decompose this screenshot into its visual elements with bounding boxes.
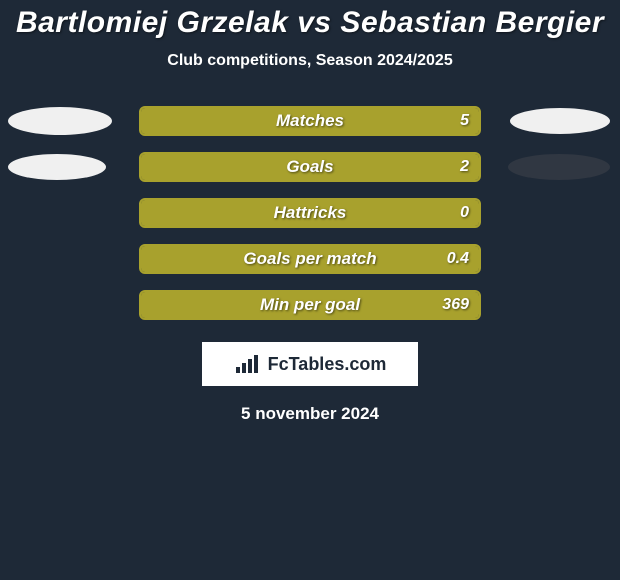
date-text: 5 november 2024 — [0, 404, 620, 424]
right-ellipse — [508, 154, 610, 180]
stat-label: Goals per match — [141, 246, 479, 272]
page-title: Bartlomiej Grzelak vs Sebastian Bergier — [0, 6, 620, 40]
stat-label: Goals — [141, 154, 479, 180]
left-ellipse — [8, 107, 112, 135]
stat-row: Goals2 — [0, 144, 620, 190]
logo[interactable]: FcTables.com — [202, 342, 418, 386]
stat-row: Hattricks0 — [0, 190, 620, 236]
stat-row: Min per goal369 — [0, 282, 620, 328]
stat-bar: Matches5 — [139, 106, 481, 136]
stat-value: 2 — [460, 154, 469, 180]
stat-bar: Min per goal369 — [139, 290, 481, 320]
left-ellipse — [8, 154, 106, 180]
stat-label: Matches — [141, 108, 479, 134]
stat-bar: Goals per match0.4 — [139, 244, 481, 274]
stat-row: Matches5 — [0, 98, 620, 144]
logo-text: FcTables.com — [268, 354, 387, 375]
stats-list: Matches5Goals2Hattricks0Goals per match0… — [0, 98, 620, 328]
stat-value: 369 — [442, 292, 469, 318]
stat-value: 5 — [460, 108, 469, 134]
stat-bar: Hattricks0 — [139, 198, 481, 228]
stat-label: Min per goal — [141, 292, 479, 318]
right-ellipse — [510, 108, 610, 134]
stat-label: Hattricks — [141, 200, 479, 226]
stat-bar: Goals2 — [139, 152, 481, 182]
stat-value: 0 — [460, 200, 469, 226]
logo-bars-icon — [234, 353, 262, 375]
stat-value: 0.4 — [447, 246, 469, 272]
subtitle: Club competitions, Season 2024/2025 — [0, 52, 620, 70]
comparison-widget: Bartlomiej Grzelak vs Sebastian Bergier … — [0, 0, 620, 424]
stat-row: Goals per match0.4 — [0, 236, 620, 282]
